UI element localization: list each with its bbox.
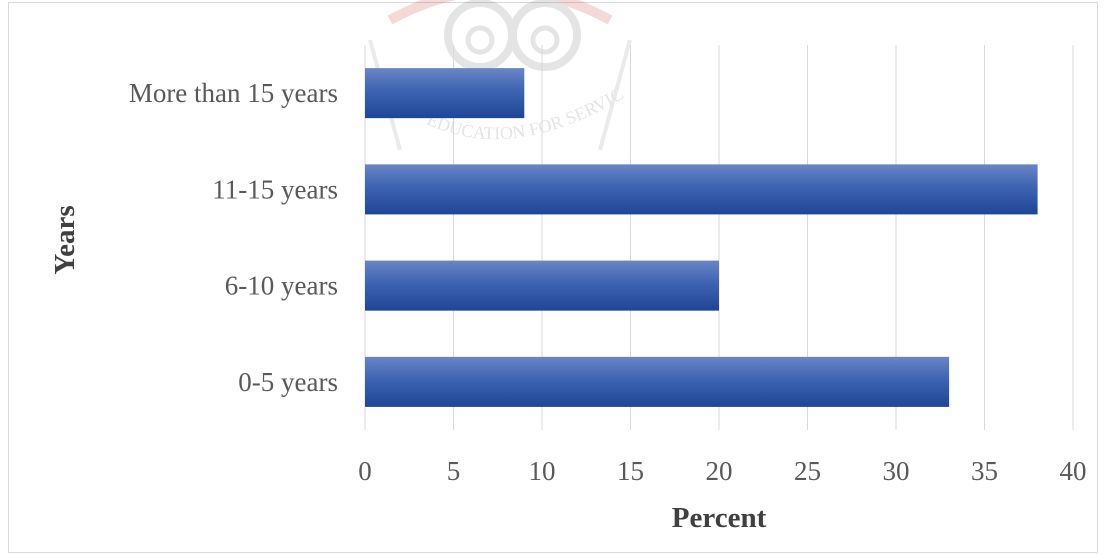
bar bbox=[365, 164, 1038, 215]
category-label: 6-10 years bbox=[225, 271, 338, 301]
x-axis-title: Percent bbox=[672, 502, 767, 534]
chart-frame bbox=[8, 2, 1098, 553]
category-label: 11-15 years bbox=[212, 174, 338, 204]
bars bbox=[365, 68, 1038, 407]
category-labels: 0-5 years 6-10 years 11-15 years More than … bbox=[129, 78, 338, 397]
x-tick-label: 15 bbox=[617, 456, 644, 486]
x-tick-labels: 0 5 10 15 20 25 30 35 40 bbox=[358, 456, 1086, 486]
bar bbox=[365, 68, 525, 119]
bar bbox=[365, 356, 950, 407]
x-tick-label: 30 bbox=[883, 456, 910, 486]
category-label: 0-5 years bbox=[238, 367, 338, 397]
x-tick-label: 10 bbox=[529, 456, 556, 486]
x-tick-label: 20 bbox=[706, 456, 733, 486]
category-label: More than 15 years bbox=[129, 78, 338, 108]
x-tick-label: 5 bbox=[447, 456, 461, 486]
y-axis-title: Years bbox=[49, 205, 81, 274]
bar bbox=[365, 260, 719, 311]
x-tick-label: 25 bbox=[794, 456, 821, 486]
x-tick-label: 0 bbox=[358, 456, 372, 486]
x-tick-label: 35 bbox=[971, 456, 998, 486]
x-tick-label: 40 bbox=[1060, 456, 1087, 486]
